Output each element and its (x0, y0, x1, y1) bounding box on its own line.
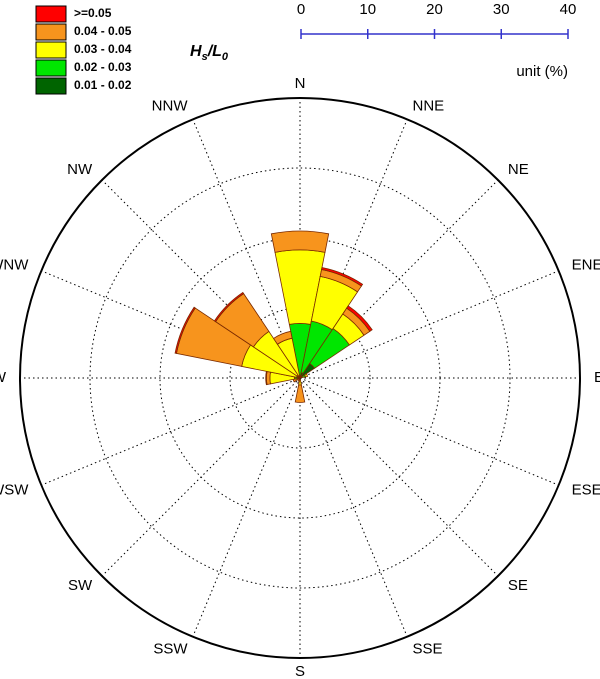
spoke (101, 179, 301, 379)
direction-label: W (0, 369, 7, 386)
legend-title: Hs/L0 (190, 43, 229, 63)
wedge (294, 384, 306, 403)
spoke (192, 119, 301, 379)
legend-title-part: /L (207, 43, 222, 60)
direction-label: S (295, 663, 305, 679)
scale-label: 30 (493, 1, 510, 18)
legend-swatch (35, 59, 67, 77)
legend-title-part: s (202, 51, 208, 63)
legend-label: 0.02 - 0.03 (74, 60, 132, 74)
wedge (273, 330, 293, 345)
wedge (297, 377, 301, 382)
wedge (174, 306, 196, 354)
scale-label: 40 (560, 1, 577, 18)
direction-label: WSW (0, 481, 29, 498)
spoke (299, 270, 559, 379)
legend-label: >=0.05 (74, 6, 112, 20)
wedge (321, 266, 364, 287)
unit-label: unit (%) (516, 63, 568, 80)
legend-label: 0.01 - 0.02 (74, 78, 132, 92)
spoke (299, 179, 499, 379)
wedge (270, 230, 330, 253)
direction-label: WNW (0, 256, 29, 273)
scale-label: 20 (426, 1, 443, 18)
direction-label: SE (508, 577, 528, 594)
scale-label: 0 (297, 1, 305, 18)
direction-label: E (594, 369, 600, 386)
direction-label: SW (68, 577, 93, 594)
legend-label: 0.04 - 0.05 (74, 24, 132, 38)
legend-swatch (35, 77, 67, 95)
spoke (41, 377, 301, 486)
spoke (41, 270, 301, 379)
legend-swatch (35, 23, 67, 41)
spoke (299, 377, 408, 637)
legend-label: 0.03 - 0.04 (74, 42, 132, 56)
wedge (304, 373, 309, 378)
direction-label: SSE (413, 641, 443, 658)
spoke (299, 119, 408, 379)
wedge (346, 305, 373, 332)
direction-label: N (295, 75, 306, 92)
legend-title-part: H (190, 43, 202, 60)
direction-label: NE (508, 161, 529, 178)
legend-title-part: 0 (222, 51, 229, 63)
spoke (101, 377, 301, 577)
direction-label: NNE (413, 97, 445, 114)
spoke (192, 377, 301, 637)
spoke (299, 377, 499, 577)
direction-label: SSW (153, 641, 188, 658)
direction-label: ENE (572, 256, 600, 273)
direction-label: ESE (572, 481, 600, 498)
wedge (213, 291, 245, 323)
grid-ring (89, 167, 511, 589)
legend-swatch (35, 41, 67, 59)
legend-swatch (35, 5, 67, 23)
direction-label: NNW (152, 97, 189, 114)
scale-label: 10 (359, 1, 376, 18)
spoke (299, 377, 559, 486)
direction-label: NW (67, 161, 93, 178)
